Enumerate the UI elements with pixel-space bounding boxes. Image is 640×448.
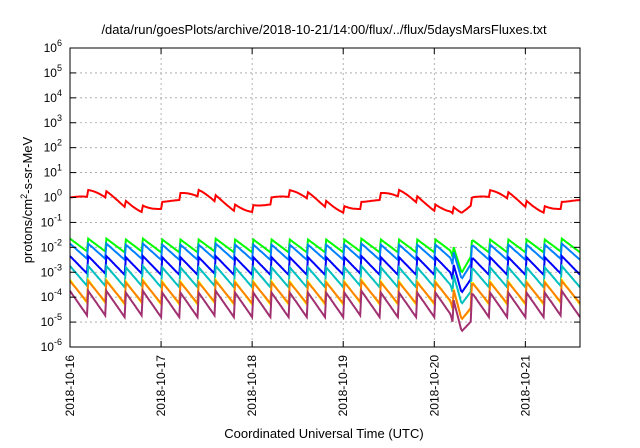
x-tick-label: 2018-10-20 [427, 355, 441, 417]
y-tick-label: 10-5 [41, 312, 62, 329]
y-tick-label: 104 [44, 88, 62, 105]
x-tick-label: 2018-10-21 [518, 355, 532, 417]
y-tick-label: 10-1 [41, 212, 62, 229]
y-axis-title-sup: 2 [19, 194, 29, 199]
x-tick-label: 2018-10-17 [154, 355, 168, 417]
y-tick-label: 106 [44, 38, 62, 55]
x-axis-title: Coordinated Universal Time (UTC) [224, 426, 423, 441]
y-axis-title-base: protons/cm [20, 199, 35, 263]
y-tick-label: 101 [44, 163, 62, 180]
y-tick-label: 10-3 [41, 262, 62, 279]
y-tick-label: 10-4 [41, 287, 62, 304]
series-line-2 [69, 241, 581, 280]
chart-title: /data/run/goesPlots/archive/2018-10-21/1… [101, 22, 547, 37]
y-tick-label: 10-2 [41, 237, 62, 254]
x-tick-label: 2018-10-16 [63, 355, 77, 417]
y-tick-label: 103 [44, 113, 62, 130]
y-tick-label: 105 [44, 63, 62, 80]
data-series [69, 188, 581, 333]
series-line-0 [69, 188, 581, 216]
x-tick-label: 2018-10-18 [245, 355, 259, 417]
y-axis-title-rest: -s-sr-MeV [20, 136, 35, 193]
y-tick-label: 100 [44, 188, 62, 205]
y-axis-title: protons/cm2-s-sr-MeV [19, 136, 35, 263]
x-tick-label: 2018-10-19 [336, 355, 350, 417]
y-tick-label: 102 [44, 138, 62, 155]
series-line-7 [69, 287, 581, 333]
y-tick-label: 10-6 [41, 337, 62, 354]
axes: 10-6 10-5 10-4 10-3 10-2 10-1 100 101 102 103 104 1… [41, 38, 581, 417]
